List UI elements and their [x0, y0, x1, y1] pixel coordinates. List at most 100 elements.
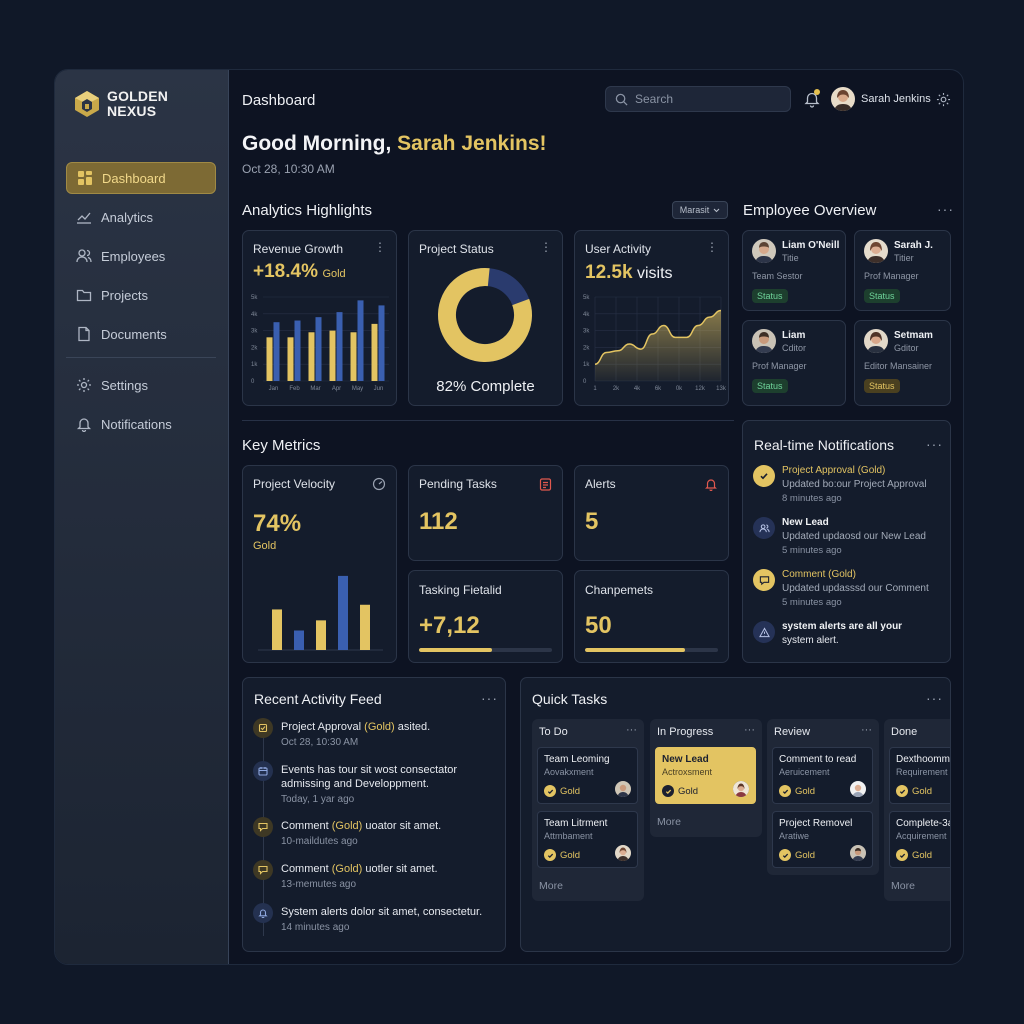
project-status-donut	[438, 268, 532, 362]
employee-card[interactable]: Liam Cditor Prof Manager Status	[742, 320, 846, 406]
employee-card[interactable]: Liam O'Neill Titie Team Sestor Status	[742, 230, 846, 311]
activity-item[interactable]: Comment (Gold) uoator sit amet. 10-maild…	[253, 817, 493, 857]
activity-item[interactable]: System alerts dolor sit amet, consectetu…	[253, 903, 493, 943]
sidebar-item-documents[interactable]: Documents	[66, 318, 216, 350]
main-content: Dashboard Sarah Jenkins Good Morning, Sa…	[229, 70, 963, 964]
notifications-more-icon[interactable]: ···	[926, 436, 943, 452]
sidebar-divider	[66, 357, 216, 358]
notification-item[interactable]: Comment (Gold) Updated updasssd our Comm…	[753, 569, 943, 613]
changes-card[interactable]: Chanpemets 50	[574, 570, 729, 663]
search-box[interactable]	[605, 86, 791, 112]
analytics-period-select[interactable]: Marasit	[672, 201, 728, 219]
task-title: Team Litrment	[544, 818, 608, 829]
badge-label: Gold	[912, 785, 933, 797]
notification-item[interactable]: Project Approval (Gold) Updated bo:our P…	[753, 465, 943, 509]
task-card[interactable]: Team Litrment Attmbament Gold	[537, 811, 638, 868]
activity-time: 13-memutes ago	[281, 879, 357, 890]
bar	[378, 305, 385, 381]
more-options-icon[interactable]: ⋮	[374, 240, 386, 254]
key-metrics-title: Key Metrics	[242, 437, 321, 454]
activity-text-highlight: (Gold)	[331, 863, 363, 875]
sidebar-item-label: Notifications	[101, 416, 172, 432]
sidebar-item-projects[interactable]: Projects	[66, 279, 216, 311]
task-badge: Gold	[662, 785, 698, 797]
notification-desc: Updated updaosd our New Lead	[782, 531, 926, 542]
column-more-icon[interactable]: ···	[861, 724, 872, 736]
notification-item[interactable]: New Lead Updated updaosd our New Lead 5 …	[753, 517, 943, 561]
notification-title: New Lead	[782, 517, 829, 528]
employee-role: Prof Manager	[752, 361, 807, 371]
folder-icon	[76, 289, 92, 302]
pending-tasks-card[interactable]: Pending Tasks 112	[408, 465, 563, 561]
task-badge: Gold	[896, 785, 932, 797]
changes-progress-bar	[585, 648, 718, 652]
badge-label: Gold	[795, 785, 816, 797]
column-more-link[interactable]: More	[657, 816, 681, 828]
activity-text: Comment (Gold) uoator sit amet.	[281, 819, 496, 833]
brand-logo[interactable]: GOLDEN NEXUS	[73, 89, 168, 119]
x-tick-label: Feb	[289, 386, 300, 392]
task-card[interactable]: Complete-3a Acquirement Gold	[889, 811, 950, 868]
column-more-icon[interactable]: ···	[626, 724, 637, 736]
user-activity-card[interactable]: User Activity ⋮ 12.5k visits 0 1k 2k 3k 4k 5k…	[574, 230, 729, 406]
employee-card[interactable]: Sarah J. Titier Prof Manager Status	[854, 230, 951, 311]
tasking-card[interactable]: Tasking Fietalid +7,12	[408, 570, 563, 663]
task-badge: Gold	[544, 849, 580, 861]
notification-time: 5 minutes ago	[782, 545, 842, 556]
task-title: New Lead	[662, 754, 709, 765]
y-tick-label: 3k	[583, 329, 590, 335]
more-options-icon[interactable]: ⋮	[540, 240, 552, 254]
activity-text-end: uoator sit amet.	[362, 820, 442, 832]
sidebar-item-dashboard[interactable]: Dashboard	[66, 162, 216, 194]
column-more-icon[interactable]: ···	[744, 724, 755, 736]
settings-gear-icon[interactable]	[936, 92, 951, 107]
check-icon	[753, 465, 775, 487]
activity-item[interactable]: Events has tour sit wost consectator admi…	[253, 761, 493, 811]
activity-more-icon[interactable]: ···	[481, 690, 498, 706]
notification-item[interactable]: system alerts are all your system alert.	[753, 621, 943, 651]
search-input[interactable]	[635, 92, 775, 106]
check-icon	[662, 785, 674, 797]
card-title: Project Velocity	[253, 477, 336, 491]
task-card[interactable]: Dexthoommi Requirement Gold	[889, 747, 950, 804]
bar	[316, 620, 326, 650]
user-name[interactable]: Sarah Jenkins	[861, 93, 931, 105]
brand-line-1: GOLDEN	[107, 88, 169, 104]
employee-more-icon[interactable]: ···	[937, 201, 954, 217]
activity-text: Project Approval (Gold) asited.	[281, 720, 496, 734]
activity-item[interactable]: Comment (Gold) uotler sit amet. 13-memut…	[253, 860, 493, 900]
activity-item[interactable]: Project Approval (Gold) asited. Oct 28, …	[253, 718, 493, 758]
task-card[interactable]: Project Removel Aratiwe Gold	[772, 811, 873, 868]
task-card[interactable]: Team Leoming Aovakxment Gold	[537, 747, 638, 804]
card-title: User Activity	[585, 242, 652, 256]
employee-subtitle: Cditor	[782, 343, 807, 353]
sidebar-item-settings[interactable]: Settings	[66, 369, 216, 401]
column-more-link[interactable]: More	[891, 880, 915, 892]
sidebar-item-notifications[interactable]: Notifications	[66, 408, 216, 440]
sidebar-item-employees[interactable]: Employees	[66, 240, 216, 272]
sidebar-item-analytics[interactable]: Analytics	[66, 201, 216, 233]
alerts-card[interactable]: Alerts 5	[574, 465, 729, 561]
employee-card[interactable]: Setmam Gditor Editor Mansainer Status	[854, 320, 951, 406]
column-more-link[interactable]: More	[539, 880, 563, 892]
notification-time: 8 minutes ago	[782, 493, 842, 504]
quick-tasks-panel: Quick Tasks ··· To Do ··· Team Leoming A…	[520, 677, 951, 952]
kanban-column-in-progress: In Progress ··· New Lead Actroxsment Gol…	[650, 719, 762, 837]
bar	[338, 575, 348, 650]
user-avatar[interactable]	[831, 87, 855, 111]
project-velocity-card[interactable]: Project Velocity 74% Gold	[242, 465, 397, 663]
bar	[315, 317, 322, 381]
task-subtitle: Attmbament	[544, 831, 593, 841]
project-status-card[interactable]: Project Status ⋮ 82% Complete	[408, 230, 563, 406]
greeting-prefix: Good Morning,	[242, 132, 398, 155]
notification-title: Project Approval (Gold)	[782, 465, 886, 476]
revenue-growth-card[interactable]: Revenue Growth ⋮ +18.4% Gold 0 1k 2k 3k 4k 5k…	[242, 230, 397, 406]
brand-name: GOLDEN NEXUS	[107, 89, 168, 119]
task-card[interactable]: Comment to read Aeruicement Gold	[772, 747, 873, 804]
status-badge: Status	[864, 379, 900, 393]
task-card-highlighted[interactable]: New Lead Actroxsment Gold	[655, 747, 756, 804]
more-options-icon[interactable]: ⋮	[706, 240, 718, 254]
kanban-column-todo: To Do ··· Team Leoming Aovakxment Gold T…	[532, 719, 644, 901]
quick-tasks-more-icon[interactable]: ···	[926, 690, 943, 706]
bar	[308, 332, 315, 381]
